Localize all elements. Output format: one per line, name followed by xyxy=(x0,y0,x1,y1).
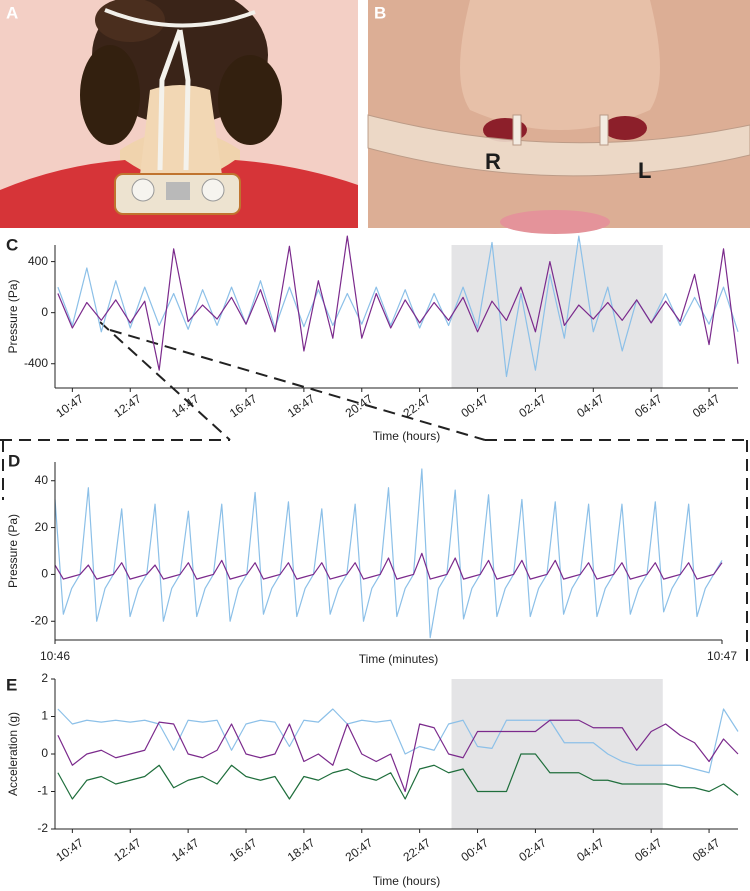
zoom-indicator xyxy=(0,321,748,665)
x-tick-label: 20:47 xyxy=(343,391,376,420)
series-line xyxy=(57,235,739,378)
y-axis-title: Pressure (Pa) xyxy=(6,279,20,353)
y-axis-title: Acceleration (g) xyxy=(6,712,20,796)
x-tick-label: 02:47 xyxy=(516,835,549,864)
y-tick-label: -2 xyxy=(37,821,48,835)
x-tick-label: 00:47 xyxy=(458,391,491,420)
x-tick-label: 06:47 xyxy=(632,835,665,864)
x-axis-title: Time (hours) xyxy=(373,429,441,443)
y-tick-label: 0 xyxy=(41,746,48,760)
series-line xyxy=(57,719,739,793)
y-axis-title: Pressure (Pa) xyxy=(6,514,20,588)
x-tick-label: 08:47 xyxy=(690,835,723,864)
x-tick-label: 02:47 xyxy=(516,391,549,420)
series-line xyxy=(57,708,739,774)
y-tick-label: 0 xyxy=(41,305,48,319)
x-tick-label: 10:47 xyxy=(53,391,86,420)
x-tick-label: 10:47 xyxy=(53,835,86,864)
y-tick-label: 1 xyxy=(41,709,48,723)
y-tick-label: 400 xyxy=(28,254,48,268)
cannula-label: L xyxy=(638,158,651,183)
x-tick-label: 10:46 xyxy=(40,649,70,663)
x-tick-label: 00:47 xyxy=(458,835,491,864)
shaded-region xyxy=(451,679,663,829)
series-line xyxy=(54,468,723,639)
series-line xyxy=(57,753,739,800)
y-tick-label: -1 xyxy=(37,784,48,798)
x-tick-label: 08:47 xyxy=(690,391,723,420)
y-tick-label: 2 xyxy=(41,671,48,685)
shaded-region xyxy=(451,245,663,388)
x-tick-label: 04:47 xyxy=(574,835,607,864)
x-tick-label: 22:47 xyxy=(401,835,434,864)
panel-label: D xyxy=(8,451,20,470)
photo-neck xyxy=(0,0,358,228)
x-tick-label: 22:47 xyxy=(401,391,434,420)
y-tick-label: 0 xyxy=(41,567,48,581)
y-tick-label: -20 xyxy=(31,613,49,627)
panel-label: C xyxy=(6,235,18,254)
x-tick-label: 04:47 xyxy=(574,391,607,420)
x-tick-label: 12:47 xyxy=(111,835,144,864)
x-tick-label: 16:47 xyxy=(227,391,260,420)
y-tick-label: -400 xyxy=(24,356,48,370)
x-tick-label: 18:47 xyxy=(285,391,318,420)
panel-label: A xyxy=(6,3,18,22)
x-axis-title: Time (hours) xyxy=(373,874,441,888)
y-tick-label: 40 xyxy=(35,473,49,487)
x-tick-label: 12:47 xyxy=(111,391,144,420)
x-tick-label: 16:47 xyxy=(227,835,260,864)
x-axis-title: Time (minutes) xyxy=(359,652,439,666)
x-tick-label: 18:47 xyxy=(285,835,318,864)
panel-label: B xyxy=(374,3,386,22)
x-tick-label: 14:47 xyxy=(169,835,202,864)
series-line xyxy=(54,552,723,580)
photo-nose: R L xyxy=(367,0,750,234)
x-tick-label: 20:47 xyxy=(343,835,376,864)
x-tick-label: 06:47 xyxy=(632,391,665,420)
panel-label: E xyxy=(6,675,17,694)
series-line xyxy=(57,235,739,371)
cannula-label: R xyxy=(485,149,501,174)
x-tick-label: 14:47 xyxy=(169,391,202,420)
x-tick-label: 10:47 xyxy=(707,649,737,663)
y-tick-label: 20 xyxy=(35,520,49,534)
